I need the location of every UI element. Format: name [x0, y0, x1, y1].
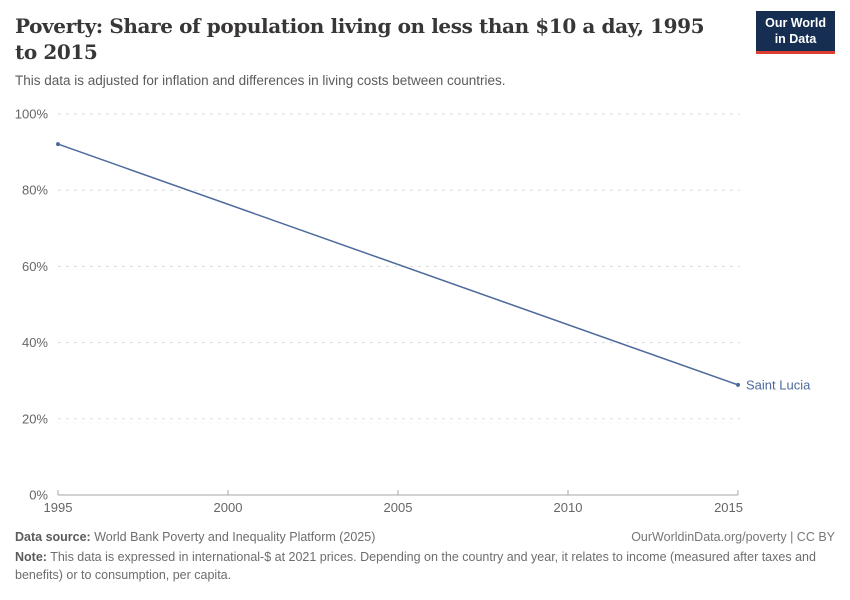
data-source-label: Data source: — [15, 530, 91, 544]
owid-logo-line2: in Data — [774, 31, 817, 46]
line-chart-canvas: 0% 20% 40% 60% 80% 100% 1995 2000 2005 2010 2015 Sa… — [15, 107, 811, 516]
note: Note: This data is expressed in internat… — [15, 549, 835, 584]
series-endpoint-dot-saint-lucia[interactable] — [56, 142, 60, 147]
y-axis-tick-label: 20% — [22, 411, 48, 426]
x-axis-tick-label: 2000 — [214, 500, 243, 515]
x-axis-tick-label: 2015 — [714, 500, 743, 515]
data-source: Data source: World Bank Poverty and Ineq… — [15, 530, 375, 544]
source-row: Data source: World Bank Poverty and Ineq… — [15, 530, 835, 544]
series-label-saint-lucia[interactable]: Saint Lucia — [746, 377, 811, 392]
y-axis-tick-label: 80% — [22, 183, 48, 198]
y-axis-tick-label: 60% — [22, 259, 48, 274]
owid-logo-line1: Our World — [765, 16, 826, 30]
data-source-text: World Bank Poverty and Inequality Platfo… — [94, 530, 376, 544]
chart-subtitle: This data is adjusted for inflation and … — [15, 72, 506, 88]
x-axis-tick-label: 1995 — [44, 500, 73, 515]
series-endpoint-dot-saint-lucia[interactable] — [736, 382, 740, 387]
chart-header: Poverty: Share of population living on l… — [15, 11, 835, 88]
chart-footer: Data source: World Bank Poverty and Ineq… — [15, 530, 835, 584]
note-label: Note: — [15, 550, 47, 564]
series-line-saint-lucia[interactable] — [57, 143, 739, 386]
y-axis-tick-label: 100% — [15, 107, 49, 122]
rights-link[interactable]: OurWorldinData.org/poverty | CC BY — [631, 530, 835, 544]
y-axis-tick-label: 40% — [22, 335, 48, 350]
x-axis-tick-label: 2010 — [554, 500, 583, 515]
y-axis-tick-label: 0% — [29, 488, 48, 503]
x-axis-tick-label: 2005 — [384, 500, 413, 515]
owid-logo[interactable]: Our World in Data — [756, 11, 835, 55]
page-title: Poverty: Share of population living on l… — [15, 14, 705, 65]
note-text: This data is expressed in international-… — [15, 550, 816, 582]
